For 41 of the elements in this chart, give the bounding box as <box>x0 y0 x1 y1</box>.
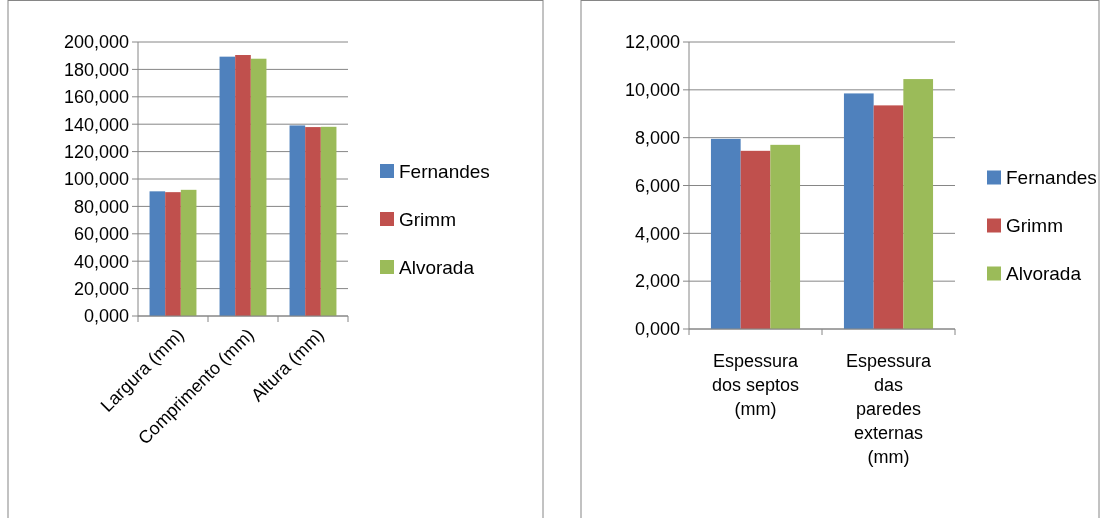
bar <box>219 56 236 316</box>
bar <box>740 150 771 329</box>
x-tick-label: Espessura das paredes externas (mm) <box>845 351 933 467</box>
y-tick-label: 8,000 <box>634 127 680 148</box>
bar <box>180 189 197 316</box>
y-tick-label: 10,000 <box>624 80 680 101</box>
y-tick-label: 20,000 <box>73 278 129 299</box>
legend-label: Fernandes <box>399 160 490 182</box>
bar <box>289 125 306 316</box>
y-tick-label: 6,000 <box>634 175 680 196</box>
bar <box>305 127 321 316</box>
y-tick-label: 12,000 <box>624 32 680 53</box>
bar <box>165 192 181 316</box>
x-tick-label: Espessura dos septos (mm) <box>711 351 800 419</box>
bar <box>710 138 741 329</box>
y-tick-label: 0,000 <box>83 306 129 327</box>
bar <box>843 93 874 329</box>
y-tick-label: 160,000 <box>63 87 129 108</box>
bar <box>250 58 267 316</box>
bar <box>320 126 337 316</box>
legend-label: Grimm <box>399 208 456 230</box>
bar <box>235 55 251 316</box>
y-tick-label: 80,000 <box>73 196 129 217</box>
y-tick-label: 200,000 <box>63 32 129 53</box>
legend-label: Alvorada <box>1006 263 1082 285</box>
y-tick-label: 180,000 <box>63 59 129 80</box>
bar <box>903 79 934 329</box>
y-tick-label: 40,000 <box>73 251 129 272</box>
bar <box>149 191 166 316</box>
bar <box>873 105 904 329</box>
legend-label: Alvorada <box>399 256 475 278</box>
bar <box>770 144 801 329</box>
y-tick-label: 60,000 <box>73 224 129 245</box>
legend-label: Grimm <box>1006 215 1063 237</box>
y-tick-label: 4,000 <box>634 223 680 244</box>
y-tick-label: 0,000 <box>634 319 680 340</box>
y-tick-label: 120,000 <box>63 141 129 162</box>
legend-label: Fernandes <box>1006 167 1097 189</box>
y-tick-label: 140,000 <box>63 114 129 135</box>
y-tick-label: 100,000 <box>63 169 129 190</box>
y-tick-label: 2,000 <box>634 271 680 292</box>
